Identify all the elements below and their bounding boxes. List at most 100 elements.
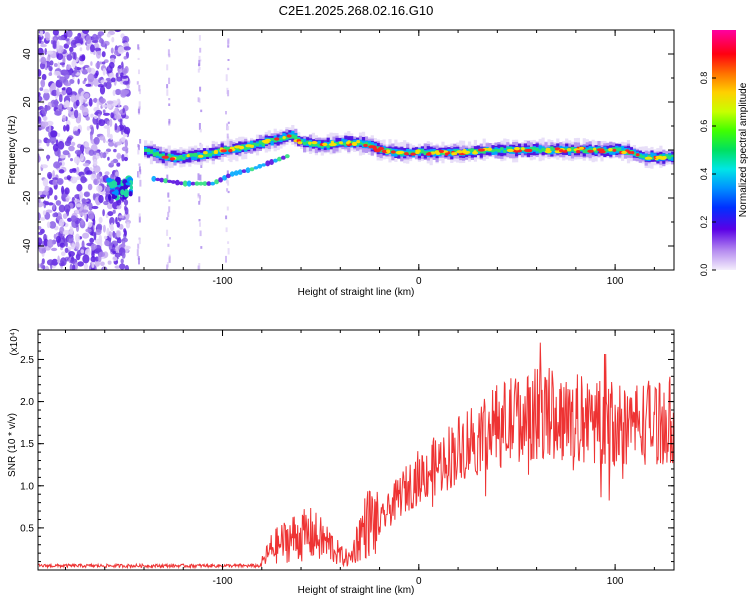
- noise-blob: [94, 47, 102, 52]
- noise-blob: [92, 98, 98, 103]
- noise-blob: [66, 30, 73, 38]
- snr-axes: -100 0 100 0.5 1.0 1.5 2.0 2.5: [20, 330, 674, 587]
- noise-blob: [78, 37, 83, 42]
- noise-blob: [108, 231, 113, 238]
- secondary-ridge-cell: [206, 181, 212, 186]
- ridge-cell: [494, 148, 498, 152]
- noise-blob: [110, 112, 114, 119]
- noise-blob: [52, 143, 59, 152]
- noise-streak: [199, 59, 202, 62]
- noise-blob: [84, 248, 91, 256]
- noise-blob: [95, 62, 101, 69]
- noise-blob: [110, 160, 115, 166]
- noise-streak: [137, 108, 140, 114]
- noise-blob: [116, 221, 121, 228]
- noise-streak: [197, 68, 200, 73]
- noise-streak: [226, 188, 229, 192]
- secondary-ridge-cell: [171, 180, 176, 184]
- noise-blob: [83, 263, 88, 270]
- noise-blob: [44, 185, 50, 192]
- noise-blob: [96, 122, 99, 130]
- y-tick-label: 40: [22, 48, 33, 60]
- noise-blob: [99, 98, 106, 104]
- noise-blob: [53, 161, 61, 169]
- ridge-cell: [638, 154, 642, 158]
- noise-blob: [99, 151, 104, 159]
- noise-blob: [101, 104, 109, 108]
- noise-blob: [70, 39, 78, 48]
- ridge-cell: [423, 151, 427, 156]
- noise-blob: [43, 92, 50, 101]
- colorbar-tick-label: 0.8: [699, 72, 709, 85]
- ridge-peak: [229, 146, 235, 150]
- noise-blob: [76, 203, 82, 208]
- noise-streak: [227, 90, 230, 97]
- secondary-ridge-cell: [198, 181, 204, 186]
- noise-blob: [123, 46, 131, 51]
- colorbar-tick-label: 0.4: [699, 168, 709, 181]
- noise-blob: [98, 216, 103, 224]
- secondary-ridge-cell: [194, 181, 200, 186]
- ridge-peak: [198, 154, 204, 158]
- signal-blob: [108, 181, 116, 189]
- noise-blob: [41, 121, 49, 127]
- noise-blob: [115, 171, 119, 177]
- noise-blob: [73, 199, 81, 203]
- noise-blob: [49, 60, 54, 66]
- noise-streak: [138, 258, 140, 265]
- ridge-peak: [579, 146, 584, 150]
- noise-blob: [44, 48, 47, 55]
- noise-streak: [137, 171, 140, 178]
- ridge-peak: [630, 151, 635, 155]
- ridge-peak: [462, 150, 471, 154]
- noise-blob: [103, 82, 107, 87]
- noise-streak: [198, 35, 201, 41]
- noise-streak: [139, 89, 141, 95]
- noise-blob: [104, 171, 110, 176]
- snr-panel: -100 0 100 0.5 1.0 1.5 2.0 2.5 Height of straig…: [7, 328, 675, 596]
- ridge-cell: [285, 135, 289, 140]
- noise-streak: [138, 106, 141, 110]
- ridge-cell: [335, 142, 339, 146]
- noise-blob: [69, 263, 73, 270]
- noise-blob: [52, 213, 57, 218]
- noise-blob: [90, 61, 93, 66]
- ridge-cell: [226, 147, 230, 151]
- ridge-cell: [618, 147, 622, 152]
- ridge-peak: [438, 149, 444, 153]
- noise-streak: [225, 111, 227, 115]
- ridge-peak: [311, 141, 318, 145]
- secondary-ridge-cell: [245, 167, 251, 174]
- ridge-peak: [608, 148, 613, 152]
- ridge-cell: [176, 156, 180, 161]
- noise-streak: [199, 129, 202, 133]
- ridge-cell: [311, 143, 315, 147]
- secondary-ridge-cell: [155, 177, 161, 182]
- noise-blob: [58, 218, 65, 227]
- y-tick-label: 1.0: [20, 481, 34, 492]
- noise-blob: [113, 148, 117, 153]
- noise-blob: [48, 125, 52, 133]
- ridge-peak: [274, 137, 280, 141]
- ridge-peak: [524, 148, 532, 153]
- noise-blob: [94, 261, 101, 267]
- noise-blob: [87, 183, 93, 191]
- noise-blob: [75, 241, 80, 250]
- ridge-cell: [188, 153, 192, 158]
- noise-blob: [124, 139, 128, 148]
- noise-blob: [110, 133, 113, 141]
- noise-blob: [106, 133, 111, 138]
- noise-blob: [104, 43, 108, 50]
- noise-streak: [199, 198, 202, 202]
- noise-blob: [52, 170, 55, 177]
- noise-blob: [71, 60, 77, 68]
- noise-blob: [45, 32, 51, 41]
- noise-blob: [38, 116, 42, 124]
- noise-blob: [109, 118, 113, 127]
- secondary-ridge-cell: [233, 170, 239, 176]
- x-tick-label: -100: [213, 276, 233, 287]
- noise-blob: [79, 55, 86, 62]
- noise-blob: [115, 88, 122, 96]
- spectrogram-plot-area: [38, 30, 674, 270]
- noise-blob: [70, 176, 78, 184]
